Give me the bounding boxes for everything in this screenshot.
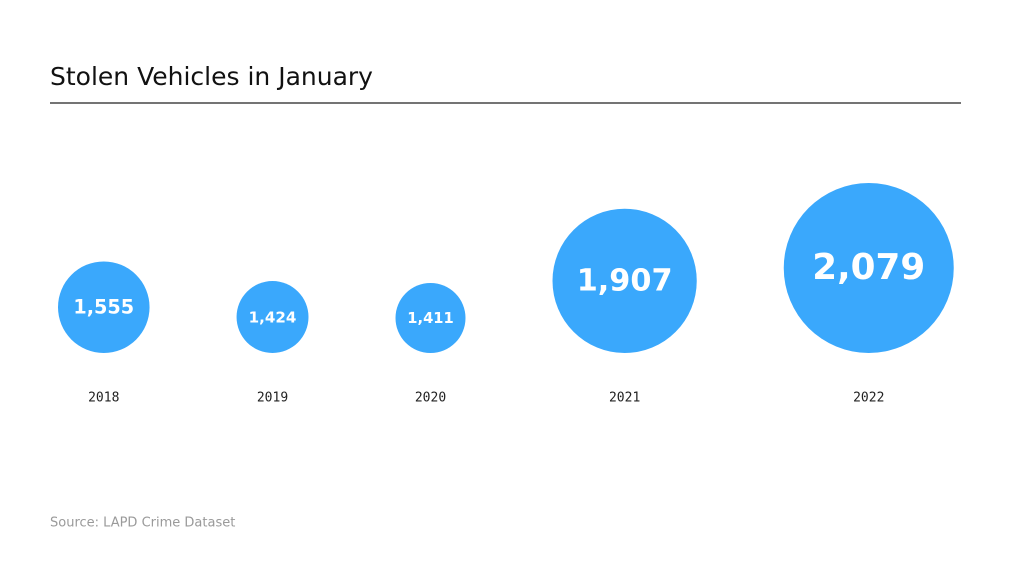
x-tick-label: 2021	[609, 391, 640, 406]
x-tick-label: 2019	[257, 391, 288, 406]
bubble	[552, 208, 697, 353]
bubble	[236, 281, 309, 353]
bubble	[58, 261, 150, 353]
x-tick-label: 2018	[88, 391, 119, 406]
source-note: Source: LAPD Crime Dataset	[50, 516, 235, 531]
data-label: 1,907	[577, 263, 673, 298]
chart-title: Stolen Vehicles in January	[50, 62, 373, 91]
x-tick-label: 2022	[853, 391, 884, 406]
data-label: 1,424	[249, 309, 297, 327]
bubble	[395, 283, 466, 353]
data-label: 1,411	[407, 310, 453, 327]
data-label: 2,079	[812, 247, 925, 288]
bubble	[783, 183, 954, 353]
data-label: 1,555	[73, 296, 134, 319]
x-tick-label: 2020	[415, 391, 446, 406]
